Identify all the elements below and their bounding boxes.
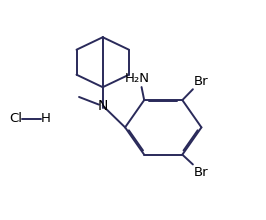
Text: Br: Br xyxy=(194,75,209,88)
Text: N: N xyxy=(98,99,108,113)
Text: H₂N: H₂N xyxy=(125,72,150,85)
Text: Br: Br xyxy=(194,165,209,178)
Text: Cl: Cl xyxy=(10,112,22,125)
Text: H: H xyxy=(41,112,51,125)
